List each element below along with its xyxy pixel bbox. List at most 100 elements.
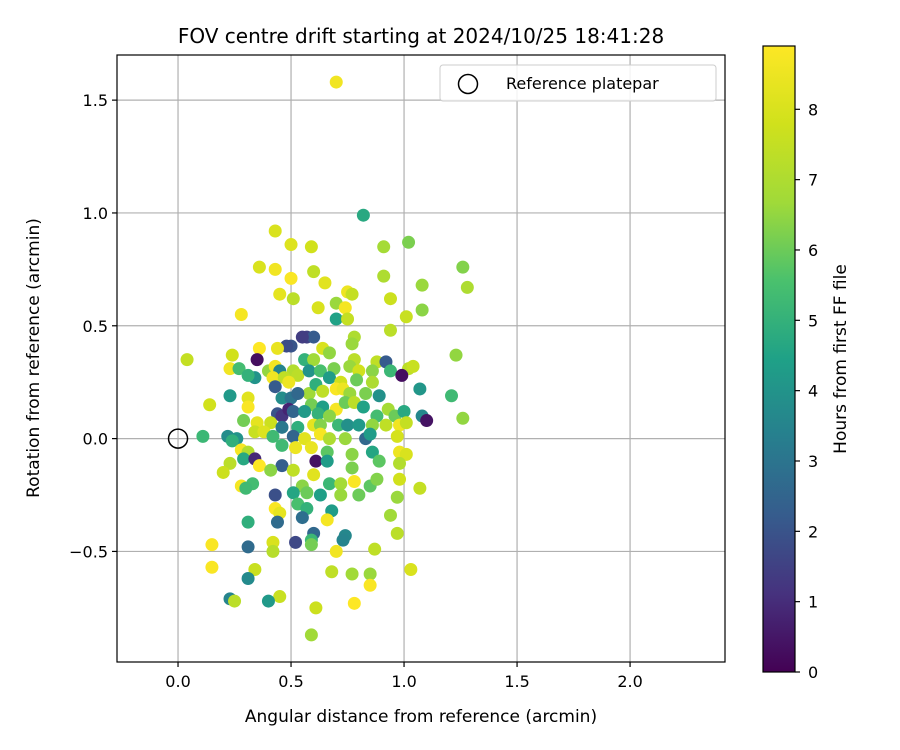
data-point [334, 477, 348, 491]
data-point [261, 594, 275, 608]
data-point [406, 359, 420, 373]
data-point [379, 418, 393, 432]
data-point [329, 312, 343, 326]
data-point [377, 269, 391, 283]
data-point [241, 540, 255, 554]
data-point [334, 488, 348, 502]
data-point [205, 538, 219, 552]
data-point [363, 578, 377, 592]
data-point [309, 601, 323, 615]
data-point [345, 447, 359, 461]
data-point [383, 323, 397, 337]
data-point [275, 420, 289, 434]
data-point [286, 405, 300, 419]
data-point [347, 474, 361, 488]
data-point [322, 346, 336, 360]
data-point [336, 533, 350, 547]
x-axis-label: Angular distance from reference (arcmin) [245, 707, 597, 727]
colorbar-tick-label: 8 [808, 100, 818, 119]
legend-reference-label: Reference platepar [506, 74, 659, 93]
data-point [318, 276, 332, 290]
colorbar-tick-label: 4 [808, 382, 818, 401]
y-tick-label: −0.5 [69, 542, 108, 561]
data-point [372, 389, 386, 403]
data-point [383, 292, 397, 306]
data-point [413, 382, 427, 396]
data-point [239, 481, 253, 495]
y-tick-label: 0.0 [83, 430, 108, 449]
colorbar-tick-label: 0 [808, 663, 818, 682]
data-point [390, 429, 404, 443]
x-tick-label: 0.0 [165, 672, 190, 691]
data-point [300, 486, 314, 500]
data-point [264, 416, 278, 430]
data-point [286, 463, 300, 477]
data-point [302, 386, 316, 400]
data-point [196, 429, 210, 443]
data-point [307, 468, 321, 482]
data-point [420, 414, 434, 428]
data-point [307, 330, 321, 344]
colorbar-tick-label: 1 [808, 593, 818, 612]
data-point [313, 418, 327, 432]
data-point [286, 292, 300, 306]
data-point [205, 560, 219, 574]
data-point [404, 562, 418, 576]
data-point [413, 481, 427, 495]
data-point [356, 400, 370, 414]
data-point [383, 508, 397, 522]
legend-box [439, 64, 717, 102]
data-point [322, 409, 336, 423]
data-point [234, 307, 248, 321]
data-point [270, 341, 284, 355]
data-point [372, 454, 386, 468]
data-point [445, 389, 459, 403]
data-point [241, 400, 255, 414]
data-point [223, 389, 237, 403]
data-point [393, 472, 407, 486]
data-point [347, 596, 361, 610]
data-point [241, 391, 255, 405]
y-tick-label: 1.5 [83, 91, 108, 110]
data-point [332, 418, 346, 432]
data-point [273, 590, 287, 604]
grid [117, 55, 725, 662]
data-point [241, 368, 255, 382]
y-tick-label: 0.5 [83, 317, 108, 336]
colorbar-label: Hours from first FF file [831, 264, 851, 454]
data-point [252, 260, 266, 274]
data-point [268, 380, 282, 394]
data-point [352, 488, 366, 502]
data-point [248, 425, 262, 439]
data-point [216, 465, 230, 479]
data-point [345, 567, 359, 581]
data-point [304, 628, 318, 642]
x-axis-ticks: 0.0 0.5 1.0 1.5 2.0 [165, 662, 643, 691]
colorbar-frame [762, 45, 796, 673]
data-point [295, 511, 309, 525]
x-tick-label: 1.0 [391, 672, 416, 691]
data-points [180, 75, 474, 642]
data-point [268, 488, 282, 502]
colorbar: 0 1 2 3 4 5 6 7 8 Hours from first FF file [762, 45, 851, 682]
data-point [275, 391, 289, 405]
data-point [270, 515, 284, 529]
plot-area [117, 55, 725, 662]
data-point [284, 238, 298, 252]
data-point [313, 488, 327, 502]
colorbar-ticks: 0 1 2 3 4 5 6 7 8 [795, 100, 818, 682]
data-point [338, 396, 352, 410]
data-point [460, 280, 474, 294]
data-point [291, 386, 305, 400]
data-point [456, 411, 470, 425]
data-point [298, 405, 312, 419]
data-point [289, 535, 303, 549]
data-point [415, 303, 429, 317]
data-point [365, 445, 379, 459]
data-point [266, 544, 280, 558]
data-point [307, 353, 321, 367]
data-point [345, 287, 359, 301]
data-point [329, 544, 343, 558]
data-point [266, 429, 280, 443]
data-point [368, 542, 382, 556]
